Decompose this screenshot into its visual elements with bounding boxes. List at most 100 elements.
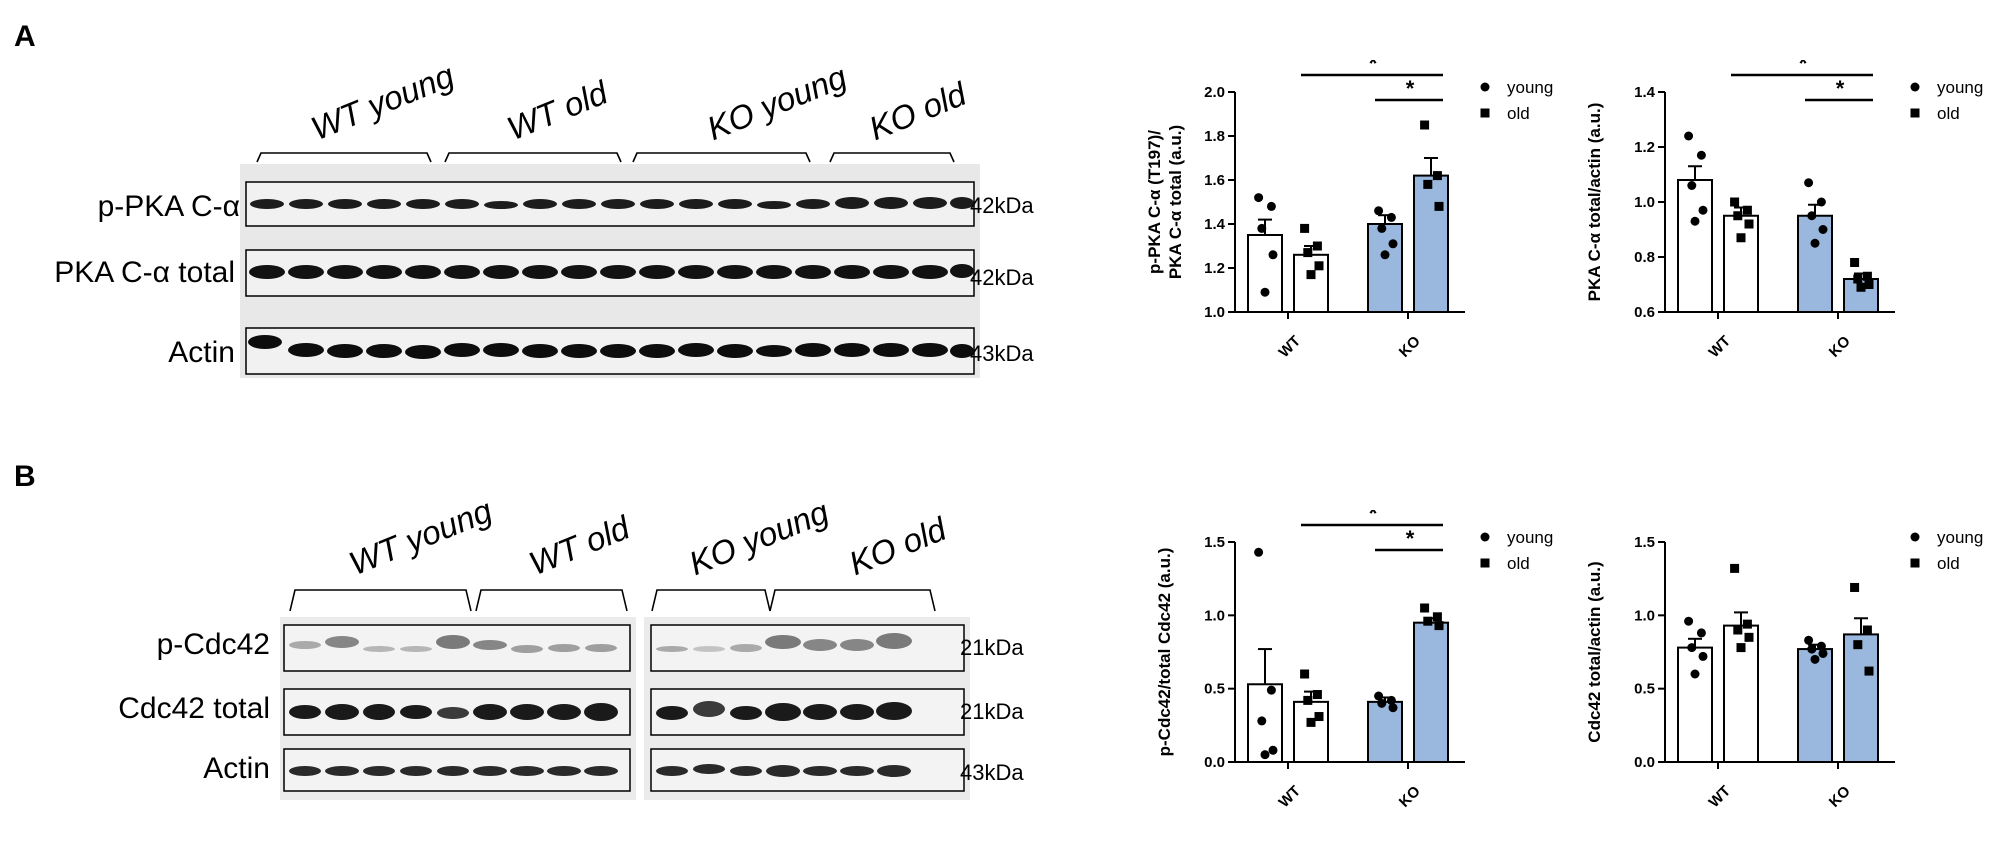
blot-b-kda-actin: 43kDa <box>960 760 1024 785</box>
data-point <box>1684 616 1694 626</box>
y-tick-label: 1.4 <box>1204 216 1226 233</box>
legend-marker-young <box>1480 532 1490 542</box>
y-tick-label: 1.0 <box>1634 194 1655 211</box>
chart-cdc42-total-actin: Cdc42 total/actin (a.u.) 0.0 0.5 1.0 1.5 WT KO… <box>1585 528 1983 811</box>
blot-a-group-ko-young: KO young <box>701 57 852 148</box>
data-point <box>1266 685 1276 695</box>
blot-b-row-label-p-cdc42: p-Cdc42 <box>156 628 270 661</box>
data-point <box>1698 651 1708 661</box>
data-point <box>1254 547 1264 557</box>
y-axis-label: p-PKA C-α (T197)/ <box>1145 130 1164 274</box>
data-point <box>1432 612 1442 622</box>
data-point <box>1684 131 1694 141</box>
data-point <box>1696 628 1706 638</box>
data-point <box>1736 233 1746 243</box>
data-point <box>1864 280 1874 289</box>
blot-b-group-brackets <box>289 589 936 612</box>
data-point <box>1377 223 1387 233</box>
bar-wt-old <box>1723 214 1759 313</box>
significance-star: * <box>1369 510 1378 526</box>
y-tick-label: 1.0 <box>1634 607 1655 624</box>
data-point <box>1807 211 1817 221</box>
data-point <box>1314 261 1324 271</box>
data-point <box>1420 120 1430 130</box>
y-tick-label: 0.5 <box>1634 681 1655 698</box>
blot-b-group-ko-old: KO old <box>843 509 952 583</box>
data-point <box>1818 225 1828 234</box>
legend-marker-old <box>1910 108 1920 118</box>
bar-ko-young <box>1797 214 1833 313</box>
blot-a-kda-pka-total: 42kDa <box>970 265 1034 290</box>
bar-ko-young <box>1797 648 1833 763</box>
blot-b-kda-p-cdc42: 21kDa <box>960 635 1024 660</box>
data-point <box>1303 695 1313 705</box>
y-tick-label: 0.6 <box>1634 304 1655 321</box>
legend-label-old: old <box>1507 104 1530 123</box>
bar-ko-old <box>1413 174 1449 313</box>
significance-star: * <box>1406 526 1415 551</box>
data-point <box>1690 669 1700 679</box>
y-axis-label: PKA C-α total (a.u.) <box>1166 125 1185 279</box>
data-point <box>1374 691 1384 701</box>
data-point <box>1432 171 1442 181</box>
data-point <box>1300 223 1310 233</box>
bar-wt-young <box>1677 179 1713 313</box>
y-tick-label: 1.6 <box>1204 172 1225 189</box>
blot-a-row-label-p-pka: p-PKA C-α <box>97 190 240 223</box>
data-point <box>1423 616 1433 626</box>
data-point <box>1818 648 1828 658</box>
chart-p-pka-ratio: p-PKA C-α (T197)/PKA C-α total (a.u.) 1.0… <box>1145 60 1553 362</box>
legend-marker-young <box>1480 82 1490 92</box>
data-point <box>1742 619 1752 629</box>
data-point <box>1268 250 1278 260</box>
bar-wt-young <box>1677 646 1713 764</box>
data-point <box>1810 654 1820 664</box>
legend-marker-old <box>1480 108 1490 118</box>
legend-label-young: young <box>1507 528 1553 547</box>
data-point <box>1730 197 1740 207</box>
legend-label-young: young <box>1937 528 1983 547</box>
data-point <box>1733 211 1743 221</box>
blot-a-kda-p-pka: 42kDa <box>970 193 1034 218</box>
data-point <box>1306 270 1316 280</box>
blot-b-row-label-actin: Actin <box>203 752 270 785</box>
data-point <box>1862 271 1872 281</box>
data-point <box>1733 625 1743 635</box>
legend-label-old: old <box>1937 554 1960 573</box>
data-point <box>1300 669 1310 679</box>
data-point <box>1386 212 1396 222</box>
data-point <box>1380 250 1390 260</box>
blot-b-row-p-cdc42 <box>283 624 965 672</box>
bar-wt-old <box>1293 700 1329 764</box>
data-point <box>1314 712 1324 722</box>
legend-marker-old <box>1910 558 1920 568</box>
data-point <box>1742 205 1752 215</box>
data-point <box>1850 258 1860 267</box>
x-tick-label: WT <box>1276 333 1305 362</box>
blot-a-row-pka-total <box>245 249 975 297</box>
data-point <box>1810 238 1820 248</box>
legend-marker-young <box>1910 82 1920 92</box>
data-point <box>1850 582 1860 592</box>
data-point <box>1303 248 1313 258</box>
panel-letter-b: B <box>14 460 36 493</box>
blot-a-group-wt-young: WT young <box>305 56 460 148</box>
significance-star: * <box>1799 60 1808 76</box>
data-point <box>1266 201 1276 211</box>
y-tick-label: 1.0 <box>1204 304 1225 321</box>
data-point <box>1730 563 1740 573</box>
legend-label-old: old <box>1507 554 1530 573</box>
data-point <box>1816 641 1826 651</box>
blot-a-row-label-actin: Actin <box>168 336 235 369</box>
chart-pka-total-actin: PKA C-α total/actin (a.u.) 0.6 0.8 1.0 1.2 1.… <box>1585 60 1983 361</box>
x-tick-label: KO <box>1826 333 1854 361</box>
bar-ko-young <box>1367 223 1403 313</box>
y-tick-label: 1.5 <box>1204 534 1225 551</box>
significance-star: * <box>1406 76 1415 101</box>
blot-a-group-brackets <box>256 152 955 163</box>
data-point <box>1374 206 1384 216</box>
data-point <box>1853 274 1863 284</box>
x-tick-label: WT <box>1276 783 1305 812</box>
data-point <box>1804 635 1814 645</box>
chart-p-cdc42-ratio: p-Cdc42/total Cdc42 (a.u.) 0.0 0.5 1.0 1.5 WT… <box>1155 510 1553 812</box>
